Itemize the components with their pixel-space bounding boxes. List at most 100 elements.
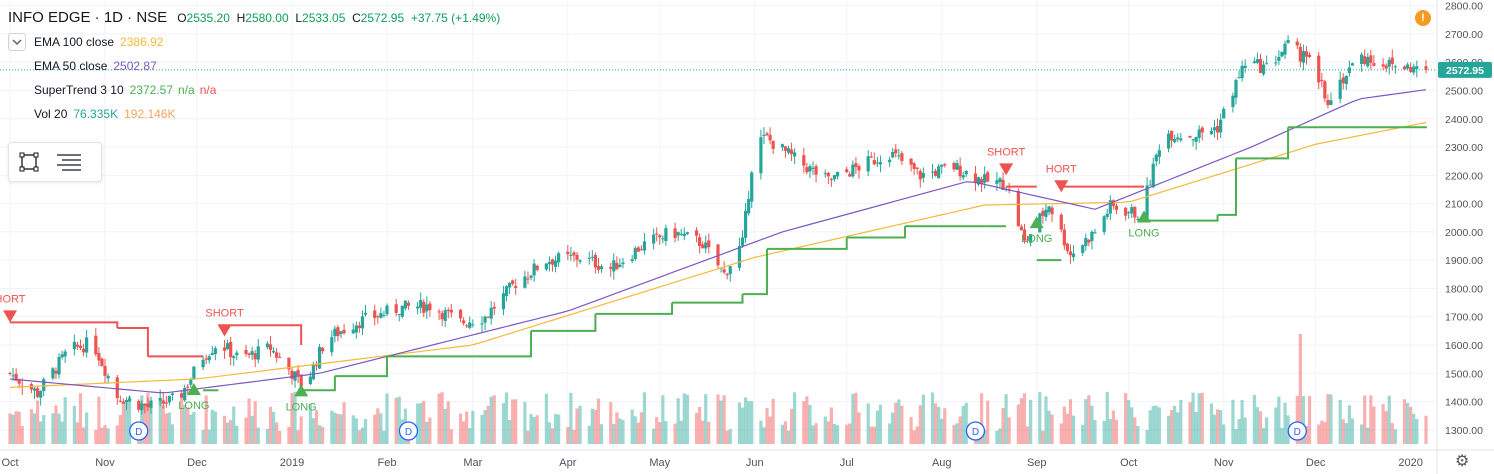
candle-body <box>333 328 337 337</box>
volume-bar <box>1130 407 1134 444</box>
alert-icon[interactable]: ! <box>1415 10 1431 26</box>
indicator-row-supertrend[interactable]: SuperTrend 3 10 2372.57 n/a n/a <box>8 78 500 102</box>
volume-bar <box>1274 407 1278 444</box>
volume-bar <box>1090 405 1094 444</box>
volume-bar <box>851 394 855 444</box>
candle-body <box>1068 251 1073 256</box>
volume-bar <box>1363 395 1367 444</box>
indicator-row-ema100[interactable]: EMA 100 close 2386.92 <box>8 30 500 54</box>
volume-bar <box>716 394 720 444</box>
volume-bar <box>1084 399 1088 444</box>
volume-bar <box>572 429 576 444</box>
candle-body <box>100 358 104 367</box>
candle-body <box>615 263 619 270</box>
candle-body <box>737 246 742 268</box>
candle-body <box>829 179 834 181</box>
symbol-row: INFO EDGE · 1D · NSE O2535.20 H2580.00 L… <box>8 6 500 30</box>
volume-bar <box>164 413 168 444</box>
volume-bar <box>394 397 398 444</box>
volume-bar <box>158 398 162 444</box>
candle-body <box>250 351 254 355</box>
volume-bar <box>789 408 794 444</box>
candle-body <box>652 234 656 244</box>
volume-bar <box>1261 427 1266 444</box>
volume-bar <box>765 408 769 444</box>
candle-body <box>1350 63 1355 66</box>
candle-body <box>823 172 827 174</box>
volume-bar <box>81 427 86 444</box>
indicator-row-volume[interactable]: Vol 20 76.335K 192.146K <box>8 102 500 126</box>
time-axis[interactable]: Oct Nov Dec 2019 Feb Mar Apr May Jun Jul Aug Sep Oct… <box>0 449 1494 469</box>
candle-body <box>514 286 518 288</box>
volume-bar <box>275 422 279 444</box>
chevron-down-icon[interactable] <box>8 33 26 51</box>
volume-bar <box>486 405 490 444</box>
volume-bar <box>930 392 935 444</box>
volume-bar <box>1176 412 1180 444</box>
volume-bar <box>321 426 325 444</box>
indicator-name: Vol 20 <box>34 107 68 121</box>
candle-body <box>894 149 898 154</box>
candle-body <box>314 365 319 367</box>
volume-bar <box>1243 417 1247 444</box>
candle-body <box>449 309 453 313</box>
volume-bar <box>376 408 380 444</box>
indicator-row-ema50[interactable]: EMA 50 close 2502.87 <box>8 54 500 78</box>
y-tick-label: 1300.00 <box>1445 425 1483 437</box>
volume-bar <box>1280 427 1284 444</box>
volume-bar <box>204 395 208 444</box>
candle-body <box>572 252 576 256</box>
candle-body <box>397 313 401 316</box>
candle-body <box>1090 231 1094 242</box>
rectangle-tool-icon[interactable] <box>9 143 49 181</box>
volume-bar <box>1145 429 1149 444</box>
candle-body <box>578 260 582 262</box>
candle-body <box>553 260 558 267</box>
candle-body <box>1065 243 1070 251</box>
volume-bar <box>29 409 34 444</box>
candle-body <box>526 278 530 280</box>
price-axis[interactable]: 1300.00 1400.00 1500.00 1600.00 1700.00 1800.… <box>1436 0 1492 474</box>
candle-body <box>1084 237 1088 246</box>
volume-bar <box>1200 392 1204 444</box>
volume-bar <box>354 418 358 444</box>
candle-body <box>1133 206 1137 218</box>
candle-body <box>1424 66 1428 70</box>
volume-bar <box>1047 410 1051 444</box>
candle-body <box>532 263 536 276</box>
volume-bar <box>8 413 12 444</box>
volume-bar <box>553 413 558 444</box>
volume-bar <box>780 424 784 444</box>
candle-body <box>357 325 362 329</box>
volume-bar <box>75 422 80 444</box>
supertrend-line <box>334 356 388 378</box>
candle-body <box>127 398 132 402</box>
candle-body <box>51 368 55 379</box>
candle-body <box>1366 56 1370 67</box>
volume-bar <box>437 393 441 444</box>
candle-body <box>808 166 812 172</box>
volume-bar <box>737 402 742 444</box>
volume-bar <box>958 416 962 444</box>
candle-body <box>422 302 426 313</box>
volume-bar <box>535 415 539 444</box>
volume-bar <box>544 393 548 444</box>
y-tick-label: 1400.00 <box>1445 397 1483 409</box>
candle-body <box>1093 232 1097 234</box>
menu-lines-icon[interactable] <box>49 143 89 181</box>
gear-icon[interactable]: ⚙ <box>1455 453 1470 470</box>
volume-bar <box>1038 392 1042 444</box>
candle-body <box>1001 179 1005 191</box>
volume-bar <box>507 419 512 444</box>
volume-bar <box>428 417 432 444</box>
volume-bar <box>596 398 601 444</box>
candle-body <box>271 350 276 353</box>
volume-bar <box>1025 426 1030 444</box>
volume-bar <box>740 407 745 444</box>
candle-body <box>63 351 67 357</box>
candle-body <box>1329 100 1333 105</box>
x-tick-label: Aug <box>932 457 952 469</box>
candle-body <box>1243 65 1247 68</box>
